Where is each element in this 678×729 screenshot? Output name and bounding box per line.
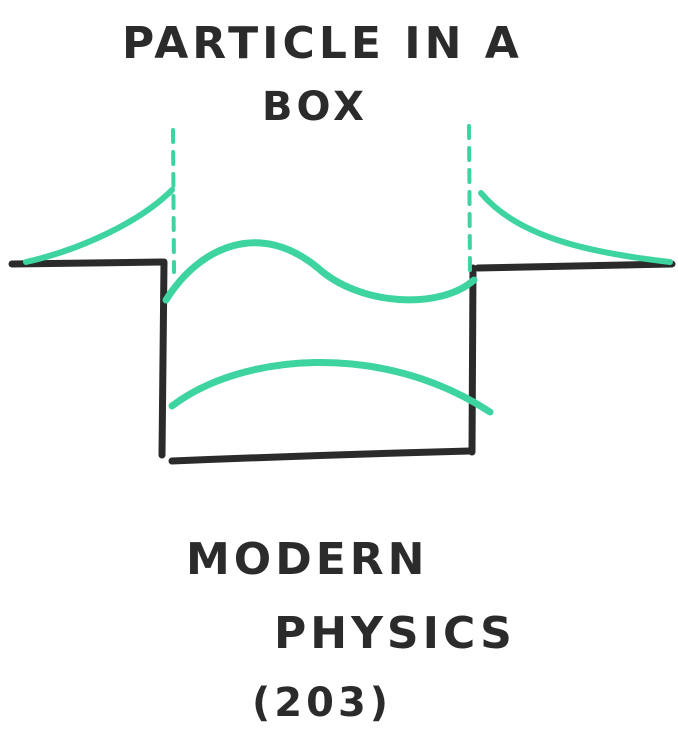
well-floor: [168, 447, 474, 465]
lower-wavefunction: [168, 358, 494, 416]
left-outer-ground-line: [8, 258, 166, 268]
boundary-dashes: [171, 124, 472, 274]
title-line-1: PARTICLE IN A: [122, 18, 523, 69]
upper-wavefunction: [162, 239, 478, 304]
subtitle-line-1: MODERN: [186, 534, 428, 585]
right-boundary-dash-line: [467, 124, 472, 274]
right-outer-ground-line: [474, 260, 676, 272]
subtitle-line-2: PHYSICS: [274, 608, 516, 659]
left-well-wall: [158, 258, 168, 459]
left-decaying-tail: [23, 187, 175, 265]
wavefunctions: [23, 187, 673, 416]
right-decaying-tail: [478, 190, 673, 265]
left-boundary-dash-line: [171, 128, 176, 274]
right-well-wall: [468, 264, 477, 456]
potential-well: [8, 258, 676, 465]
subtitle-line-3: (203): [252, 680, 392, 726]
title-line-2: BOX: [262, 84, 368, 130]
